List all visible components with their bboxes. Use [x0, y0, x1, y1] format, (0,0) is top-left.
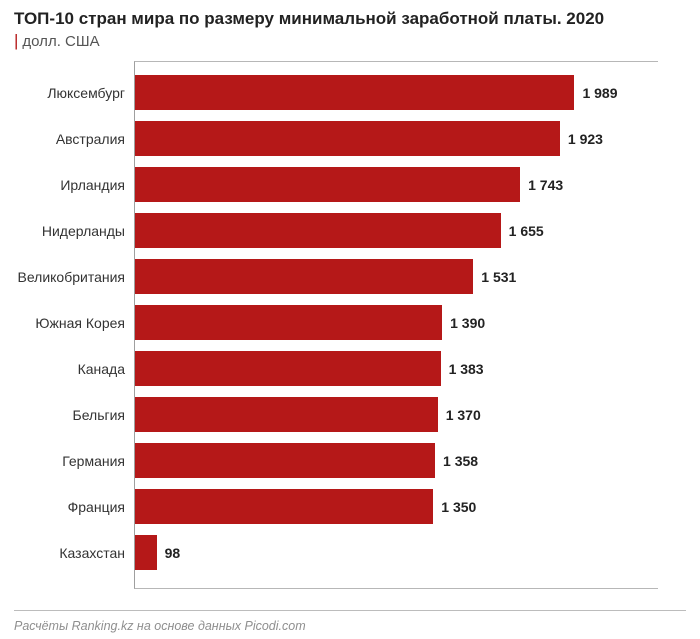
- value-label: 1 989: [574, 85, 617, 101]
- category-label: Австралия: [56, 131, 135, 147]
- category-label: Ирландия: [60, 177, 135, 193]
- chart-subtitle-row: |долл. США: [14, 31, 686, 51]
- category-label: Германия: [62, 453, 135, 469]
- value-label: 1 655: [501, 223, 544, 239]
- category-label: Великобритания: [17, 269, 135, 285]
- bar-row: Австралия1 923: [135, 121, 658, 156]
- bar-row: Канада1 383: [135, 351, 658, 386]
- category-label: Южная Корея: [35, 315, 135, 331]
- bar: [135, 489, 433, 524]
- footer-divider: [14, 610, 686, 611]
- bar-row: Ирландия1 743: [135, 167, 658, 202]
- bar: [135, 75, 574, 110]
- subtitle-separator: |: [14, 31, 18, 50]
- bar-row: Южная Корея1 390: [135, 305, 658, 340]
- bar: [135, 259, 473, 294]
- bar-row: Бельгия1 370: [135, 397, 658, 432]
- bar-row: Нидерланды1 655: [135, 213, 658, 248]
- value-label: 1 350: [433, 499, 476, 515]
- category-label: Люксембург: [47, 85, 135, 101]
- chart-footer: Расчёты Ranking.kz на основе данных Pico…: [14, 619, 306, 633]
- value-label: 98: [157, 545, 181, 561]
- value-label: 1 383: [441, 361, 484, 377]
- bar: [135, 443, 435, 478]
- category-label: Бельгия: [73, 407, 135, 423]
- value-label: 1 531: [473, 269, 516, 285]
- category-label: Нидерланды: [42, 223, 135, 239]
- bar: [135, 535, 157, 570]
- bar: [135, 167, 520, 202]
- bar: [135, 121, 560, 156]
- chart-title: ТОП-10 стран мира по размеру минимальной…: [14, 8, 686, 29]
- bar-row: Казахстан98: [135, 535, 658, 570]
- bar-row: Германия1 358: [135, 443, 658, 478]
- bar: [135, 305, 442, 340]
- category-label: Канада: [78, 361, 135, 377]
- value-label: 1 390: [442, 315, 485, 331]
- value-label: 1 358: [435, 453, 478, 469]
- bar-row: Франция1 350: [135, 489, 658, 524]
- bar-row: Великобритания1 531: [135, 259, 658, 294]
- category-label: Франция: [68, 499, 135, 515]
- bar: [135, 213, 501, 248]
- bar-row: Люксембург1 989: [135, 75, 658, 110]
- value-label: 1 743: [520, 177, 563, 193]
- bar: [135, 351, 441, 386]
- bar: [135, 397, 438, 432]
- chart-plot-area: Люксембург1 989 Австралия1 923 Ирландия1 7…: [134, 61, 658, 589]
- value-label: 1 923: [560, 131, 603, 147]
- category-label: Казахстан: [59, 545, 135, 561]
- value-label: 1 370: [438, 407, 481, 423]
- chart-subtitle: долл. США: [22, 33, 99, 50]
